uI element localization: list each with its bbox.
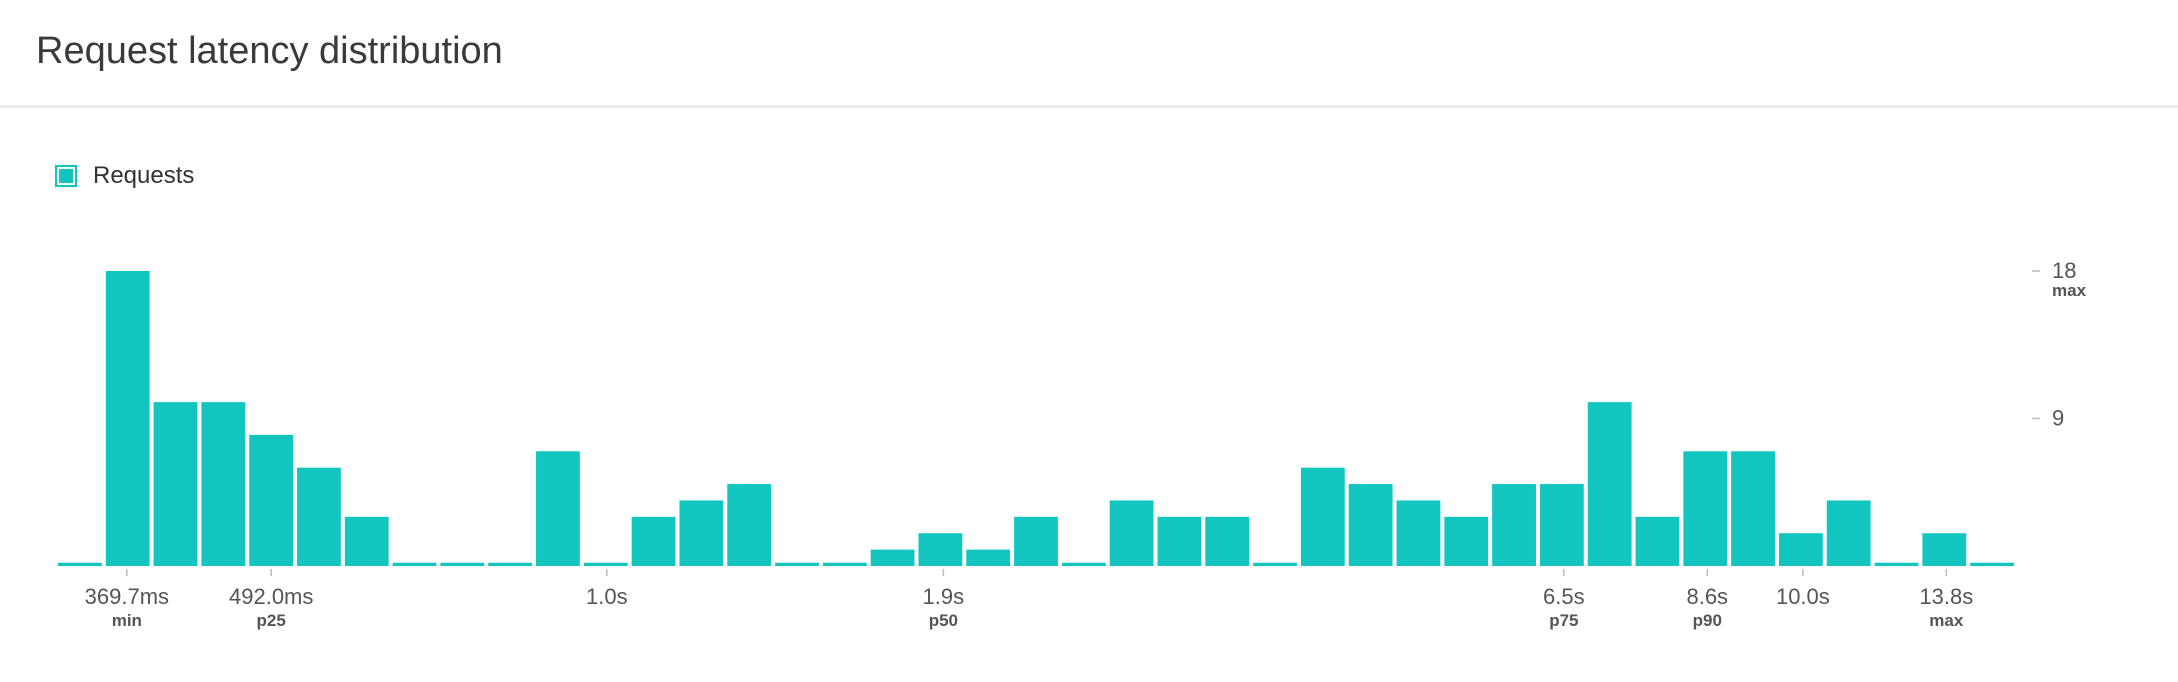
histogram-bar[interactable] <box>488 562 533 566</box>
histogram-bar[interactable] <box>440 562 485 566</box>
histogram-bar[interactable] <box>1922 533 1967 566</box>
legend-label: Requests <box>93 162 195 189</box>
x-tick-label: 1.9s <box>923 584 965 609</box>
histogram-bar[interactable] <box>1444 516 1489 566</box>
histogram-bar[interactable] <box>775 562 819 566</box>
y-tick-label: 9 <box>2052 406 2064 431</box>
y-tick-label: 18 <box>2052 258 2076 283</box>
panel-header: Request latency distribution <box>0 0 2178 108</box>
histogram-bar[interactable] <box>583 562 628 566</box>
histogram-bar[interactable] <box>1109 500 1154 566</box>
histogram-bar[interactable] <box>1874 562 1919 566</box>
histogram-bar[interactable] <box>966 549 1011 566</box>
y-tick-sublabel: max <box>2052 281 2087 300</box>
x-tick-sublabel: p50 <box>929 611 958 630</box>
x-tick-sublabel: p90 <box>1693 611 1722 630</box>
histogram-bar[interactable] <box>1157 516 1202 566</box>
x-tick-sublabel: p75 <box>1549 611 1578 630</box>
x-tick-sublabel: max <box>1929 611 1964 630</box>
bars-group <box>58 271 2014 566</box>
chart-legend[interactable]: Requests <box>55 162 194 190</box>
x-tick-label: 492.0ms <box>229 584 313 609</box>
x-tick-label: 1.0s <box>586 584 628 609</box>
histogram-bar[interactable] <box>153 402 198 566</box>
x-tick-label: 8.6s <box>1686 584 1728 609</box>
histogram-bar[interactable] <box>536 451 580 566</box>
histogram-bar[interactable] <box>1396 500 1441 566</box>
histogram-bar[interactable] <box>1205 516 1250 566</box>
histogram-bar[interactable] <box>1778 533 1823 566</box>
histogram-bar[interactable] <box>1492 484 1536 566</box>
histogram-bar[interactable] <box>344 516 389 566</box>
histogram-bar[interactable] <box>1014 516 1058 566</box>
histogram-bar[interactable] <box>105 271 150 566</box>
x-tick-label: 6.5s <box>1543 584 1585 609</box>
histogram-bar[interactable] <box>249 434 294 566</box>
histogram-bar[interactable] <box>201 402 246 566</box>
histogram-bar[interactable] <box>822 562 867 566</box>
x-tick-label: 10.0s <box>1776 584 1830 609</box>
histogram-bar[interactable] <box>679 500 724 566</box>
x-tick-label: 13.8s <box>1919 584 1973 609</box>
histogram-bar[interactable] <box>870 549 915 566</box>
histogram-bar[interactable] <box>1970 562 2014 566</box>
histogram-bar[interactable] <box>1683 451 1728 566</box>
histogram-bar[interactable] <box>58 562 102 566</box>
histogram-bar[interactable] <box>1539 484 1584 566</box>
x-tick-label: 369.7ms <box>85 584 169 609</box>
histogram-bar[interactable] <box>1635 516 1680 566</box>
histogram-bar[interactable] <box>1253 562 1297 566</box>
histogram-bar[interactable] <box>918 533 963 566</box>
histogram-bar[interactable] <box>1587 402 1632 566</box>
histogram-bar[interactable] <box>1348 484 1393 566</box>
x-axis: 369.7ms min 492.0ms p25 1.0s 1.9s p50 6.5s p75 8.… <box>85 569 1973 630</box>
histogram-bar[interactable] <box>1826 500 1871 566</box>
histogram-bar[interactable] <box>1731 451 1775 566</box>
legend-swatch-icon[interactable] <box>55 165 77 187</box>
latency-histogram: 369.7ms min 492.0ms p25 1.0s 1.9s p50 6.5s p75 8.… <box>58 258 2087 630</box>
page-title: Request latency distribution <box>36 30 503 72</box>
x-tick-sublabel: min <box>112 611 142 630</box>
x-tick-sublabel: p25 <box>257 611 286 630</box>
histogram-bar[interactable] <box>392 562 437 566</box>
histogram-bar[interactable] <box>1300 467 1345 566</box>
histogram-bar[interactable] <box>1061 562 1106 566</box>
histogram-bar[interactable] <box>297 467 341 566</box>
histogram-bar[interactable] <box>727 484 772 566</box>
histogram-bar[interactable] <box>631 516 676 566</box>
